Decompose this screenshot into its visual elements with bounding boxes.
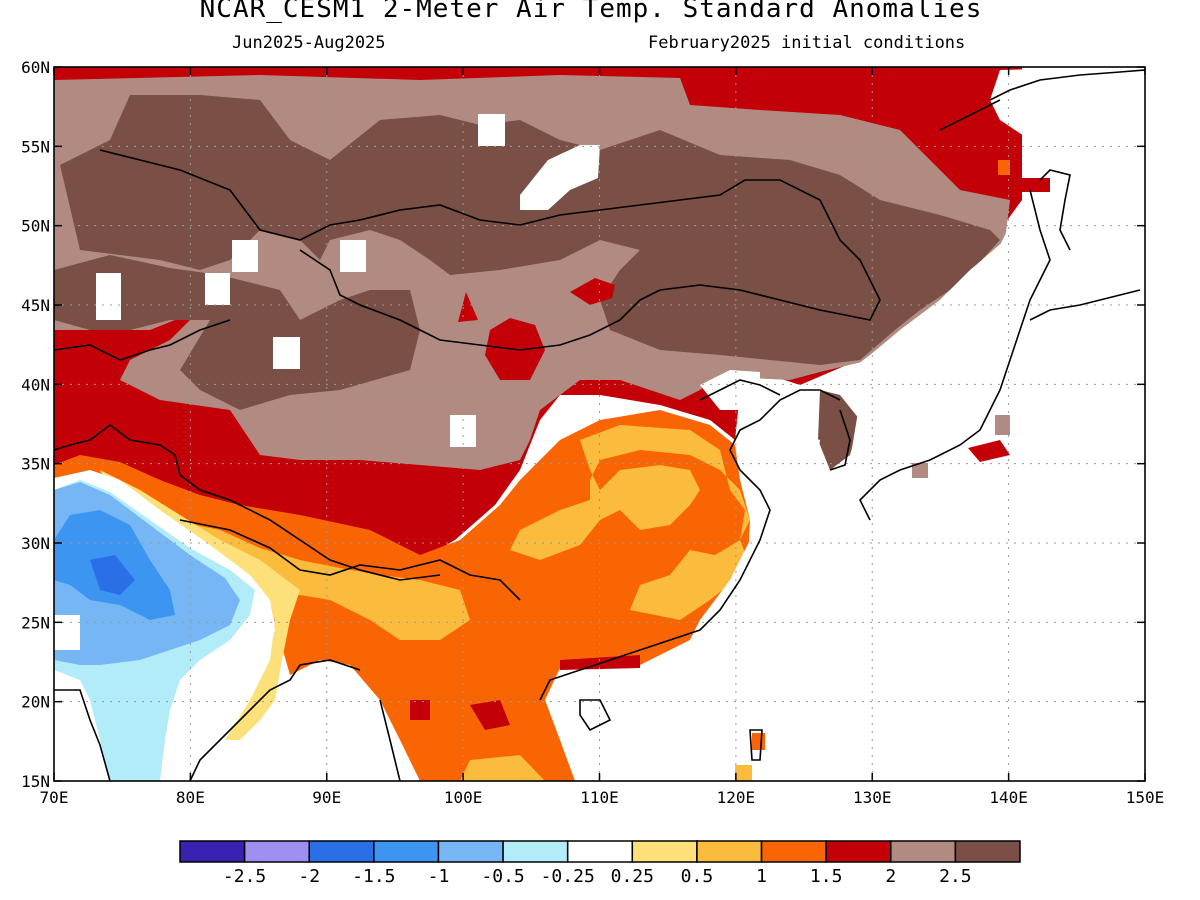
lon-tick-label: 90E (312, 788, 341, 807)
coastlines (53, 69, 1146, 782)
colorbar-swatch (696, 840, 763, 863)
anomaly-field (54, 67, 1145, 781)
anomaly-region-neutral (54, 470, 275, 781)
anomaly-region-2.0-blob-c (458, 292, 478, 322)
colorbar-swatch (308, 840, 375, 863)
anomaly-region-2.0-seasia (410, 655, 640, 730)
anomaly-region-2.5-dark-west (54, 255, 420, 410)
colorbar-label: -2 (298, 866, 320, 887)
colorbar-swatch (502, 840, 569, 863)
colorbar-swatch (243, 840, 310, 863)
colorbar-swatch (954, 840, 1021, 863)
anomaly-region-2.0-blob-b (570, 278, 615, 305)
lon-tick-label: 150E (1126, 788, 1165, 807)
colorbar-swatch (631, 840, 698, 863)
lon-tick-label: 120E (717, 788, 756, 807)
anomaly-region-2.5-dark-north (60, 95, 1000, 365)
lon-tick-label: 100E (444, 788, 483, 807)
lat-tick-label: 20N (21, 693, 50, 712)
graticule (54, 67, 1145, 781)
colorbar-label: 0.5 (681, 866, 714, 887)
lat-tick-label: 15N (21, 772, 50, 791)
lat-tick-label: 35N (21, 455, 50, 474)
colorbar-label: -0.25 (541, 866, 595, 887)
lat-tick-label: 30N (21, 534, 50, 553)
anomaly-region-japan-red (968, 440, 1010, 462)
colorbar-label: -1.5 (352, 866, 395, 887)
lat-tick-label: 45N (21, 296, 50, 315)
lon-tick-label: 130E (853, 788, 892, 807)
colorbar-label: 1.5 (810, 866, 843, 887)
colorbar-label: 2 (885, 866, 896, 887)
anomaly-region--1.5 (90, 555, 135, 595)
lon-tick-label: 110E (580, 788, 619, 807)
anomaly-region-1.0-west (170, 520, 470, 640)
lon-tick-label: 70E (40, 788, 69, 807)
anomaly-region-1.0-south (460, 755, 752, 781)
colorbar-swatch (437, 840, 504, 863)
initial-conditions: February2025 initial conditions (648, 33, 966, 53)
lat-tick-label: 50N (21, 217, 50, 236)
anomaly-region-kamchatka-red (940, 130, 1050, 192)
colorbar-label: -0.5 (481, 866, 524, 887)
map-title: NCAR_CESM1 2-Meter Air Temp. Standard An… (199, 0, 983, 24)
colorbar-swatch (179, 840, 246, 863)
colorbar-swatch (890, 840, 957, 863)
colorbar-swatch (825, 840, 892, 863)
lat-tick-label: 55N (21, 137, 50, 156)
colorbar-label: -1 (428, 866, 450, 887)
colorbar-label: 0.25 (611, 866, 654, 887)
forecast-period: Jun2025-Aug2025 (232, 33, 386, 53)
anomaly-region-1.0-china (510, 425, 750, 620)
colorbar-swatch (373, 840, 440, 863)
anomaly-region-2.5-dark-korea (818, 390, 860, 470)
colorbar-label: -2.5 (223, 866, 266, 887)
lat-tick-label: 60N (21, 58, 50, 77)
lon-tick-label: 80E (176, 788, 205, 807)
colorbar-swatch (760, 840, 827, 863)
axis-ticks: 70E 80E 90E 100E 110E 120E 130E 140E 150E 15N 20N 2… (21, 58, 1164, 807)
lat-tick-label: 40N (21, 375, 50, 394)
colorbar: -2.5 -2 -1.5 -1 -0.5 -0.25 0.25 0.5 1 1.5 2 2.5 (179, 840, 1021, 887)
lon-tick-label: 140E (989, 788, 1028, 807)
anomaly-region-japan-brown (912, 415, 1010, 478)
colorbar-label: 2.5 (939, 866, 972, 887)
colorbar-label: 1 (756, 866, 767, 887)
lat-tick-label: 25N (21, 613, 50, 632)
colorbar-swatch (566, 840, 634, 863)
